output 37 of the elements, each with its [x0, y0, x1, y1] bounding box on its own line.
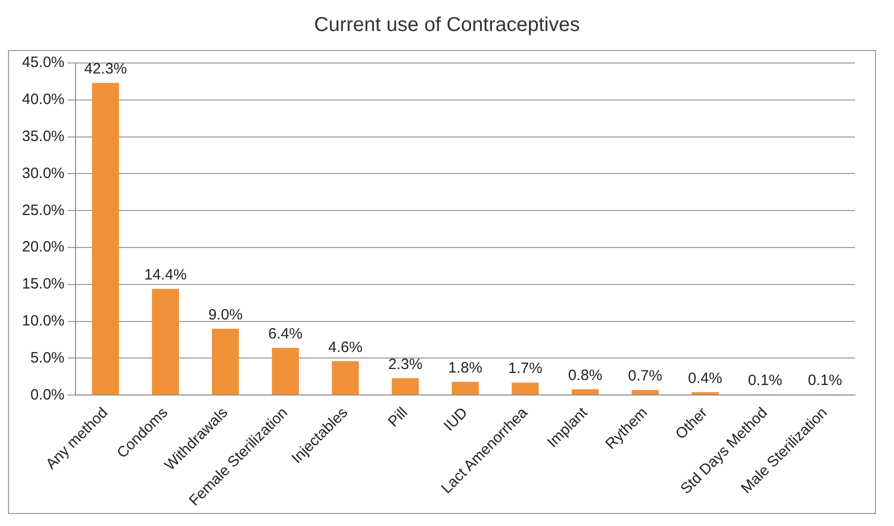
bar	[392, 378, 419, 395]
bar	[692, 392, 719, 395]
data-label: 2.3%	[388, 356, 422, 373]
chart-title: Current use of Contraceptives	[313, 13, 581, 38]
data-label: 6.4%	[268, 326, 302, 343]
data-label: 0.7%	[628, 368, 662, 385]
data-label: 0.1%	[808, 372, 842, 390]
data-label: 42.3%	[84, 60, 127, 78]
data-label: 1.8%	[448, 359, 482, 376]
y-tick-label: 15.0%	[22, 276, 65, 293]
y-tick-label: 30.0%	[22, 164, 65, 182]
bar	[572, 389, 599, 395]
bar	[272, 348, 299, 395]
y-tick-label: 35.0%	[22, 128, 65, 145]
bar	[92, 82, 119, 395]
data-label: 1.7%	[508, 360, 542, 378]
y-tick-label: 25.0%	[22, 202, 65, 219]
x-tick-label: IUD	[440, 404, 472, 435]
y-tick-label: 20.0%	[22, 238, 65, 256]
data-label: 0.8%	[568, 366, 602, 384]
y-tick-label: 5.0%	[30, 349, 65, 366]
y-tick-label: 45.0%	[22, 54, 65, 72]
bar	[452, 382, 479, 395]
data-label: 4.6%	[328, 338, 362, 356]
bar	[332, 361, 359, 395]
y-tick-label: 0.0%	[30, 386, 65, 404]
data-label: 0.1%	[748, 372, 782, 390]
bar	[632, 390, 659, 395]
bar	[212, 328, 239, 395]
bar	[512, 382, 539, 395]
bar	[152, 288, 179, 395]
y-tick-label: 10.0%	[22, 312, 65, 330]
data-label: 14.4%	[144, 266, 187, 284]
data-label: 0.4%	[688, 370, 722, 387]
x-tick-label: Pill	[384, 404, 412, 430]
data-label: 9.0%	[208, 306, 243, 324]
y-tick-label: 40.0%	[22, 91, 65, 108]
